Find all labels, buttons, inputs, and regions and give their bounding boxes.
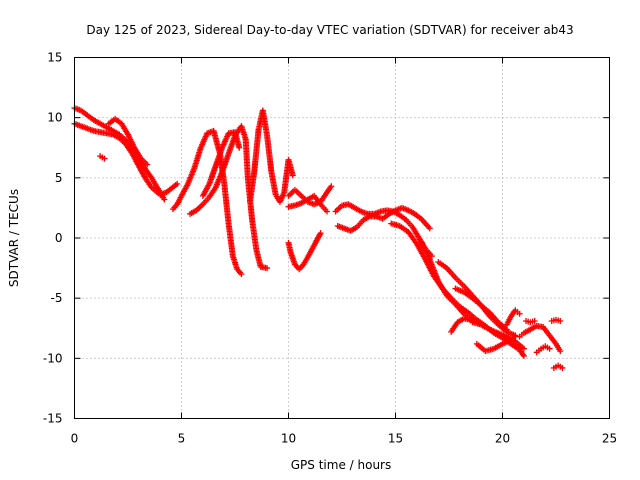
y-tick-label: 5 [55, 171, 63, 185]
x-tick-label: 10 [281, 432, 296, 446]
y-tick-labels: -15 -10 -5 0 5 10 15 [43, 51, 63, 426]
data-point [324, 208, 331, 215]
series-sat-k [285, 230, 324, 273]
axis-ticks [74, 57, 610, 419]
y-tick-label: -5 [51, 291, 63, 305]
series-sat-u [516, 322, 564, 355]
series-sat-c [97, 153, 108, 162]
y-tick-label: -15 [43, 412, 63, 426]
data-point [101, 155, 108, 162]
series-sat-v [533, 343, 553, 356]
data-point [516, 310, 523, 317]
data-point [264, 265, 271, 272]
y-axis-label: SDTVAR / TECUs [7, 189, 21, 287]
series-sat-t [503, 307, 523, 328]
series-sat-f [187, 123, 271, 272]
grid [74, 57, 610, 419]
series-sat-r [448, 315, 502, 338]
series-sat-q [452, 285, 510, 333]
series-sat-m [334, 204, 433, 234]
x-tick-label: 5 [178, 432, 186, 446]
data-point [546, 345, 553, 352]
series-sat-x [548, 316, 564, 325]
series-sat-e [169, 127, 245, 278]
x-tick-labels: 0 5 10 15 20 25 [71, 432, 617, 446]
data-point [328, 183, 335, 190]
series-sat-d [105, 115, 151, 168]
y-tick-label: 15 [47, 51, 62, 65]
data-point [557, 348, 564, 355]
series-sat-b [71, 120, 181, 198]
data-point [557, 318, 564, 325]
x-tick-label: 15 [388, 432, 403, 446]
data-point [559, 364, 566, 371]
data-point [238, 271, 245, 278]
data-point [289, 172, 296, 179]
y-tick-label: 0 [55, 231, 63, 245]
data-point [317, 230, 324, 237]
y-tick-label: -10 [43, 351, 63, 365]
data-point [495, 331, 502, 338]
plot-points [71, 105, 566, 371]
series-sat-y [550, 362, 566, 371]
data-point [520, 352, 527, 359]
x-tick-label: 25 [602, 432, 617, 446]
data-point [161, 196, 168, 203]
series-sat-w [523, 318, 538, 326]
x-tick-label: 0 [71, 432, 79, 446]
data-point [520, 345, 527, 352]
chart-title: Day 125 of 2023, Sidereal Day-to-day VTE… [86, 23, 573, 37]
data-point [144, 161, 151, 168]
x-axis-label: GPS time / hours [291, 458, 392, 472]
data-point [236, 144, 243, 151]
series-sat-g [199, 129, 243, 199]
data-point [174, 180, 181, 187]
series-sat-h [246, 107, 296, 205]
y-tick-label: 10 [47, 111, 62, 125]
series-sat-j [285, 192, 331, 215]
data-point [531, 318, 538, 325]
data-point [426, 225, 433, 232]
x-tick-label: 20 [495, 432, 510, 446]
